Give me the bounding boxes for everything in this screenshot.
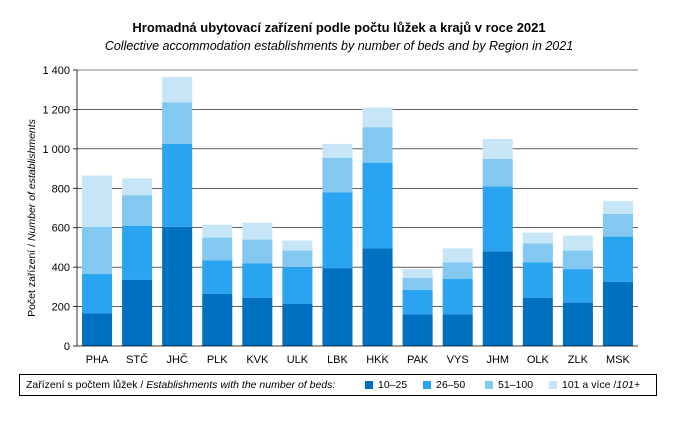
bar-ULK-1 [282, 267, 313, 304]
bar-JHČ-0 [162, 226, 193, 346]
legend-swatch [423, 381, 431, 389]
bar-ZLK-2 [562, 250, 593, 270]
chart-title: Hromadná ubytovací zařízení podle počtu … [132, 20, 546, 35]
bar-VYS-0 [442, 314, 473, 346]
bar-OLK-0 [522, 297, 553, 346]
bar-PHA-2 [82, 226, 113, 275]
x-tick-label: PAK [407, 354, 429, 366]
y-axis-label: Počet zařízení / Number of establishment… [26, 118, 38, 317]
x-tick-label: MSK [606, 354, 631, 366]
bar-ZLK-0 [562, 302, 593, 346]
x-tick-labels: PHA STČ JHČ PLK KVK ULK LBK HKK PAK VYS JHM OLK ZLK M… [86, 353, 631, 366]
bar-PLK-1 [202, 260, 233, 294]
bar-JHM-1 [482, 186, 513, 252]
bar-KVK-1 [242, 263, 273, 298]
bar-PAK-3 [402, 269, 433, 278]
y-tick-label: 800 [52, 183, 70, 195]
x-tick-label: VYS [447, 354, 469, 366]
x-tick-label: OLK [527, 354, 550, 366]
x-tick-label: JHČ [166, 353, 187, 366]
bar-OLK-2 [522, 243, 553, 263]
bar-MSK-1 [602, 236, 633, 282]
legend-swatch [549, 381, 557, 389]
bar-ZLK-1 [562, 269, 593, 303]
legend-item-101-plus: 101 a více /101+ [549, 379, 640, 391]
chart-subtitle: Collective accommodation establishments … [104, 39, 574, 53]
bar-JHM-0 [482, 251, 513, 346]
bar-PHA-0 [82, 313, 113, 346]
y-tick-labels: 0 200 400 600 800 1 000 1 200 1 400 [42, 65, 70, 353]
legend-item-51-100: 51–100 [485, 379, 533, 391]
bar-LBK-2 [322, 157, 353, 193]
gridlines [77, 69, 638, 307]
y-tick-label: 400 [52, 262, 70, 274]
bar-HKK-0 [362, 248, 393, 346]
legend: Zařízení s počtem lůžek / Establishments… [19, 374, 657, 396]
bar-KVK-2 [242, 239, 273, 264]
bar-ULK-3 [282, 240, 313, 251]
legend-swatch [485, 381, 493, 389]
x-tick-label: ULK [287, 354, 309, 366]
bar-JHM-2 [482, 158, 513, 187]
bar-PLK-0 [202, 293, 233, 346]
bar-PLK-2 [202, 237, 233, 261]
x-tick-label: PHA [86, 354, 109, 366]
bar-LBK-3 [322, 143, 353, 158]
x-tick-label: PLK [207, 354, 228, 366]
y-tick-label: 200 [52, 302, 70, 314]
bar-ULK-0 [282, 303, 313, 346]
axes [73, 69, 638, 347]
y-tick-label: 1 200 [42, 104, 70, 116]
bar-VYS-3 [442, 248, 473, 263]
bar-JHČ-2 [162, 102, 193, 144]
bar-STČ-2 [122, 195, 153, 226]
x-tick-label: STČ [126, 353, 148, 366]
y-tick-label: 0 [64, 341, 70, 353]
bar-VYS-1 [442, 278, 473, 315]
bar-STČ-0 [122, 279, 153, 346]
bar-STČ-1 [122, 225, 153, 280]
bar-PHA-1 [82, 274, 113, 314]
bar-MSK-2 [602, 213, 633, 237]
bar-JHČ-3 [162, 76, 193, 103]
y-tick-label: 1 400 [42, 65, 70, 77]
bar-KVK-3 [242, 222, 273, 240]
x-tick-label: ZLK [568, 354, 589, 366]
bar-OLK-1 [522, 262, 553, 298]
bar-PAK-2 [402, 277, 433, 290]
bar-LBK-1 [322, 192, 353, 269]
x-tick-label: LBK [327, 354, 348, 366]
bar-HKK-2 [362, 127, 393, 163]
bar-ZLK-3 [562, 235, 593, 251]
legend-item-26-50: 26–50 [423, 379, 465, 391]
bar-HKK-1 [362, 162, 393, 249]
x-tick-label: JHM [486, 354, 509, 366]
legend-swatch [365, 381, 373, 389]
y-tick-label: 600 [52, 223, 70, 235]
bar-MSK-0 [602, 281, 633, 346]
y-tick-label: 1 000 [42, 144, 70, 156]
bar-VYS-2 [442, 262, 473, 279]
bar-HKK-3 [362, 107, 393, 128]
bar-JHČ-1 [162, 143, 193, 227]
bar-LBK-0 [322, 268, 353, 346]
x-tick-label: HKK [366, 354, 389, 366]
bar-KVK-0 [242, 297, 273, 346]
bar-OLK-3 [522, 232, 553, 244]
bar-PHA-3 [82, 175, 113, 227]
bar-PLK-3 [202, 224, 233, 238]
bar-JHM-3 [482, 139, 513, 159]
bar-MSK-3 [602, 201, 633, 214]
bars [82, 76, 633, 346]
bar-PAK-1 [402, 289, 433, 315]
x-tick-label: KVK [246, 354, 269, 366]
bar-STČ-3 [122, 178, 153, 196]
bar-ULK-2 [282, 250, 313, 268]
legend-item-10-25: 10–25 [365, 379, 407, 391]
legend-description: Zařízení s počtem lůžek / Establishments… [26, 379, 336, 391]
bar-PAK-0 [402, 314, 433, 346]
